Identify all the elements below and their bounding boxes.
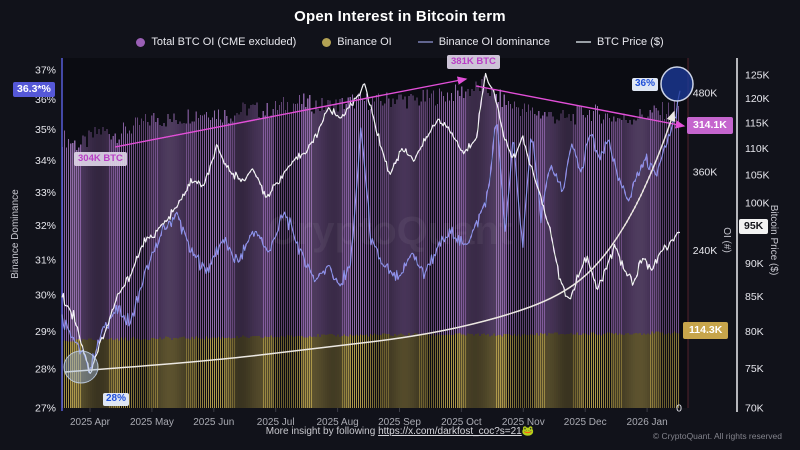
dominance-current-axis-badge: 36.3*% — [13, 82, 55, 98]
price-tick: 75K — [745, 363, 764, 375]
legend-label: BTC Price ($) — [596, 36, 664, 48]
dominance-tick: 34% — [35, 155, 56, 167]
btc-price-line-icon — [575, 41, 591, 43]
legend-item-dominance[interactable]: Binance OI dominance — [417, 36, 550, 48]
x-axis-tick: 2025 Apr — [70, 417, 111, 428]
dominance-line-icon — [417, 41, 433, 43]
dominance-tick: 33% — [35, 187, 56, 199]
chart-legend: Total BTC OI (CME excluded) Binance OI B… — [0, 36, 800, 48]
x-axis-tick: 2025 Dec — [564, 417, 607, 428]
oi-tick: 360K — [693, 166, 718, 178]
oi-peak-annotation: 381K BTC — [447, 55, 500, 69]
dominance-line — [61, 90, 681, 374]
price-tick: 85K — [745, 291, 764, 303]
dominance-low-circle — [63, 350, 99, 384]
price-axis-title: Bitcoin Price ($) — [768, 205, 779, 276]
dominance-tick: 32% — [35, 220, 56, 232]
price-tick: 120K — [745, 93, 770, 105]
copyright-notice: © CryptoQuant. All rights reserved — [652, 431, 782, 441]
dominance-tick: 30% — [35, 289, 56, 301]
x-axis-tick: 2025 Aug — [316, 417, 358, 428]
price-tick: 90K — [745, 258, 764, 270]
legend-item-binance-oi[interactable]: Binance OI — [322, 36, 392, 48]
dominance-tick: 35% — [35, 124, 56, 136]
oi-trend-line-1 — [114, 76, 468, 148]
oi-trend-line-2 — [475, 85, 686, 129]
x-axis-tick: 2026 Jan — [627, 417, 668, 428]
binance-oi-dot-icon — [322, 37, 332, 47]
legend-item-btc-price[interactable]: BTC Price ($) — [575, 36, 664, 48]
oi-tick: 240K — [693, 245, 718, 257]
dominance-end-circle — [660, 66, 694, 102]
dominance-end-annotation: 36% — [632, 78, 659, 91]
x-axis-tick: 2025 Jul — [257, 417, 295, 428]
legend-label: Binance OI dominance — [438, 36, 550, 48]
x-axis-tick: 2025 May — [130, 417, 174, 428]
price-growth-arrow — [64, 110, 676, 373]
binance-oi-last-value-badge: 114.3K — [683, 322, 729, 340]
left-axis-title: Binance Dominance — [10, 189, 21, 279]
price-tick: 80K — [745, 326, 764, 338]
legend-label: Binance OI — [337, 36, 392, 48]
footer-note: More insight by following https://x.com/… — [0, 426, 800, 437]
legend-label: Total BTC OI (CME excluded) — [151, 36, 297, 48]
footer-link[interactable]: https://x.com/darkfost_coc?s=21 — [378, 426, 522, 437]
dominance-tick: 31% — [35, 254, 56, 266]
price-tick: 70K — [745, 403, 764, 415]
price-tick: 115K — [745, 117, 769, 129]
total-oi-bars — [62, 76, 680, 409]
binance-oi-bars — [62, 331, 680, 408]
x-axis-tick: 2025 Jun — [193, 417, 234, 428]
total-oi-dot-icon — [136, 37, 146, 47]
oi-tick: 480K — [693, 88, 718, 100]
oi-axis-title: OI (#) — [721, 227, 732, 253]
oi-start-annotation: 304K BTC — [74, 152, 127, 166]
btc-price-current-badge: 95K — [739, 219, 769, 235]
dominance-tick: 27% — [35, 403, 56, 415]
cryptoquant-watermark: CryptoQuant — [268, 209, 512, 253]
x-axis-tick: 2025 Oct — [441, 417, 482, 428]
legend-item-total-oi[interactable]: Total BTC OI (CME excluded) — [136, 36, 296, 48]
x-axis-tick: 2025 Sep — [378, 417, 421, 428]
frog-emoji-icon: 🐸 — [521, 426, 535, 437]
footer-text: More insight by following — [265, 426, 379, 437]
dominance-tick: 37% — [35, 65, 56, 77]
page-title: Open Interest in Bitcoin term — [294, 8, 506, 25]
dominance-tick: 29% — [35, 326, 56, 338]
oi-tick: 0 — [676, 403, 682, 415]
oi-last-value-badge: 314.1K — [687, 117, 733, 135]
price-tick: 125K — [745, 70, 770, 82]
price-tick: 105K — [745, 170, 770, 182]
x-axis-tick: 2025 Nov — [502, 417, 545, 428]
btc-price-line — [61, 72, 681, 374]
price-tick: 100K — [745, 198, 770, 210]
dominance-low-annotation: 28% — [103, 393, 130, 406]
price-tick: 110K — [745, 143, 769, 155]
dominance-tick: 28% — [35, 363, 56, 375]
